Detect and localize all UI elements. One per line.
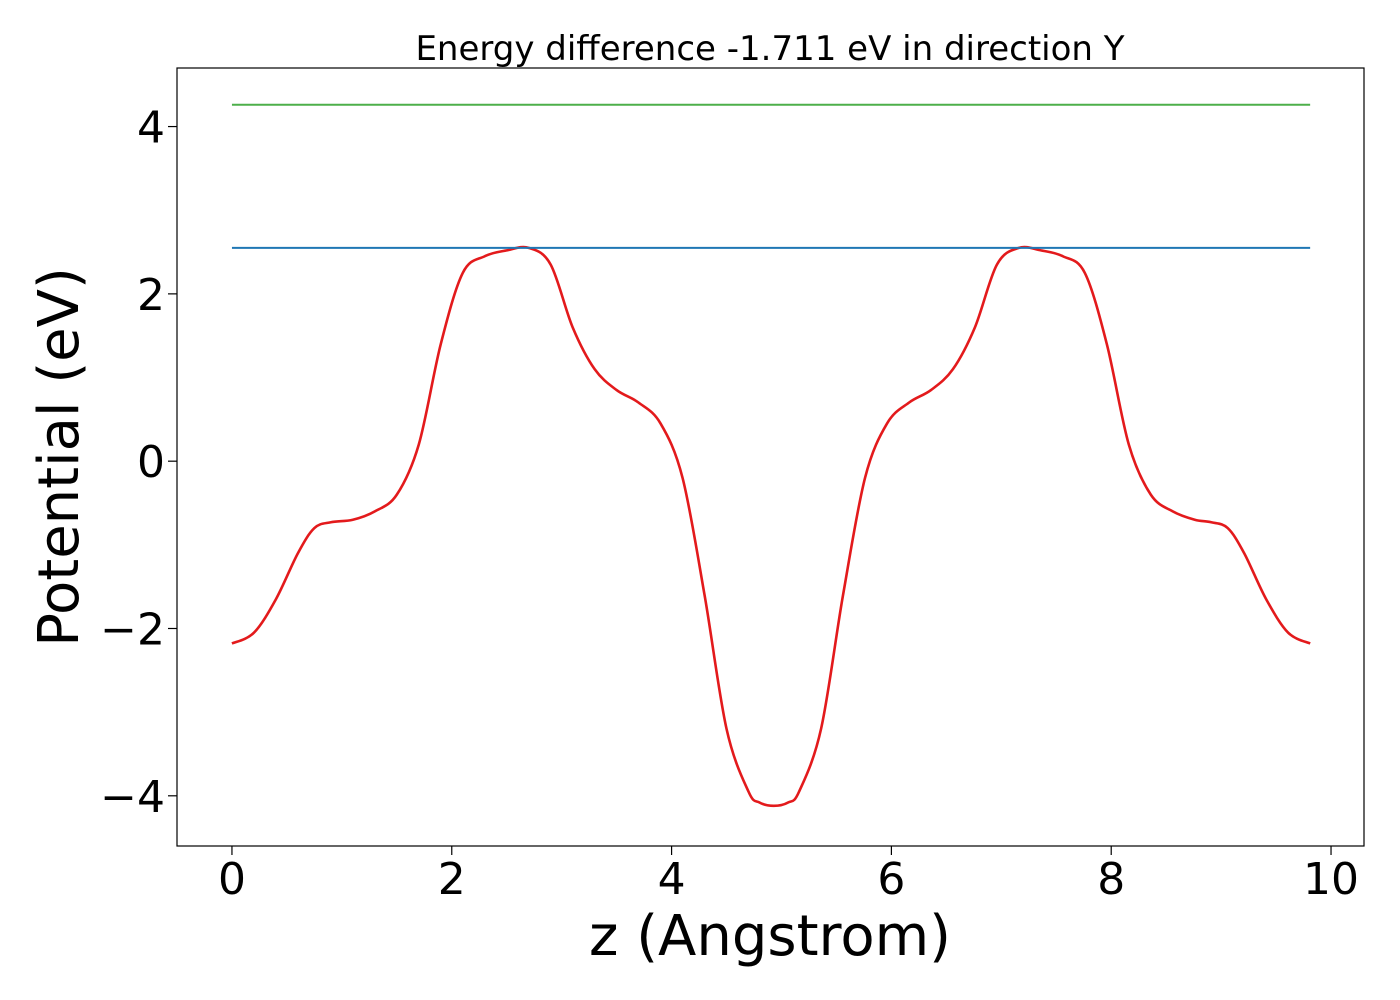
plot-frame [176, 67, 1365, 847]
potential-curve [231, 245, 1311, 808]
y-tick-label: 0 [137, 437, 165, 488]
x-tick-label: 6 [877, 854, 905, 905]
y-tick-label: 2 [137, 270, 165, 321]
y-axis-label: Potential (eV) [27, 267, 92, 647]
y-tick-label: −4 [100, 772, 165, 823]
y-tick-label: −2 [100, 604, 165, 655]
y-tick-label: 4 [137, 103, 165, 154]
x-axis: 0 2 4 6 8 10 [218, 846, 1359, 905]
x-tick-label: 0 [218, 854, 246, 905]
x-tick-label: 8 [1097, 854, 1125, 905]
chart-title: Energy difference -1.711 eV in direction… [415, 29, 1124, 69]
plot-lines [231, 103, 1311, 808]
x-tick-label: 2 [438, 854, 466, 905]
x-tick-label: 4 [658, 854, 686, 905]
y-axis: −4 −2 0 2 4 [100, 103, 177, 823]
x-axis-label: z (Angstrom) [589, 904, 951, 969]
x-tick-label: 10 [1303, 854, 1359, 905]
